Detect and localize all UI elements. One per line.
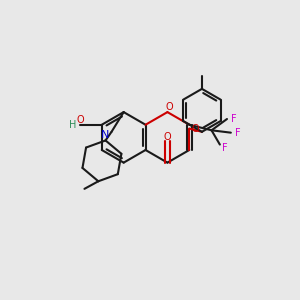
Text: N: N xyxy=(101,130,110,140)
Text: F: F xyxy=(231,114,236,124)
Text: O: O xyxy=(76,115,84,125)
Text: H: H xyxy=(69,120,76,130)
Text: O: O xyxy=(165,102,173,112)
Text: F: F xyxy=(222,143,228,153)
Text: O: O xyxy=(164,132,171,142)
Text: F: F xyxy=(235,128,240,138)
Text: O: O xyxy=(191,124,199,134)
